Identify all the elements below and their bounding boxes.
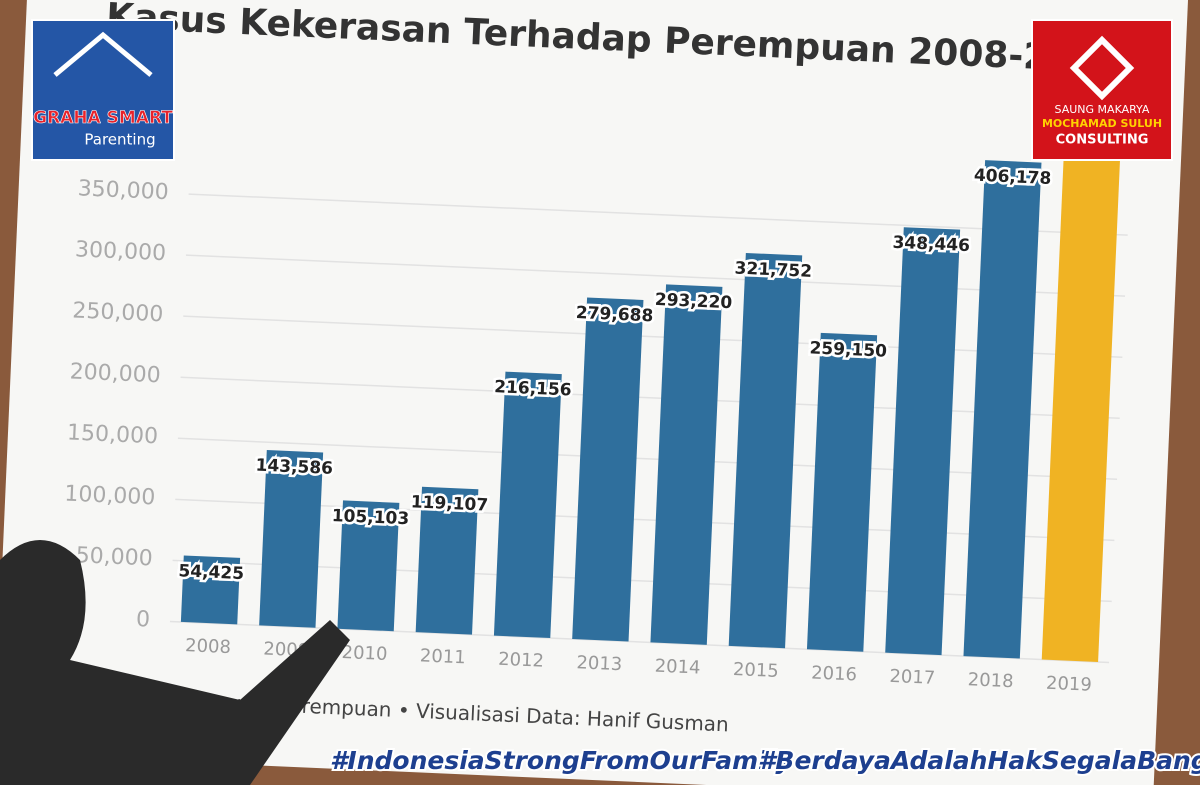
x-tick-label: 2017 — [889, 666, 936, 689]
y-tick-label: 200,000 — [69, 359, 161, 388]
y-tick-label: 0 — [135, 607, 150, 633]
value-label: 279,688 — [575, 303, 653, 326]
x-tick-label: 2018 — [967, 669, 1014, 692]
value-label: 105,103 — [331, 506, 409, 529]
value-label: 348,446 — [892, 233, 970, 256]
grid-line — [183, 315, 1123, 358]
bar — [963, 160, 1042, 659]
bar — [493, 371, 562, 639]
logo-text: SAUNG MAKARYA — [1055, 103, 1150, 116]
x-tick-label: 2014 — [654, 656, 701, 679]
y-tick-label: 100,000 — [64, 482, 156, 511]
bar — [650, 284, 723, 645]
grid-line — [180, 376, 1120, 419]
x-tick-label: 2019 — [1046, 673, 1093, 696]
logo-text: Parenting — [84, 131, 155, 149]
y-tick-label: 350,000 — [77, 176, 169, 205]
logo-box — [31, 19, 175, 161]
grid-line — [175, 498, 1115, 542]
grid-line — [177, 437, 1118, 481]
grid-line — [185, 254, 1126, 297]
logo-right: SAUNG MAKARYA MOCHAMAD SULUH CONSULTING — [1031, 19, 1173, 161]
bar — [806, 332, 878, 652]
hashtag: #IndonesiaStrongFromOurFamily — [330, 746, 793, 775]
y-tick-label: 300,000 — [75, 237, 167, 266]
x-tick-label: 2013 — [576, 652, 623, 675]
bar — [885, 227, 961, 656]
logo-mark — [1069, 35, 1135, 101]
value-label: 119,107 — [410, 492, 488, 515]
y-tick-label: 250,000 — [72, 298, 164, 327]
value-label: 216,156 — [494, 377, 572, 400]
y-tick-label: 150,000 — [67, 420, 159, 449]
value-label: 321,752 — [734, 259, 812, 282]
presenter — [0, 540, 350, 785]
x-tick-label: 2012 — [498, 649, 545, 672]
bar — [572, 297, 644, 642]
x-tick-label: 2011 — [419, 645, 466, 668]
x-tick-label: 2015 — [733, 659, 780, 682]
logo-left: GRAHA SMART Parenting — [31, 19, 175, 161]
value-label: 406,178 — [973, 166, 1051, 189]
bar — [259, 450, 324, 628]
grid-line — [172, 559, 1112, 603]
bar — [180, 555, 241, 625]
x-tick-label: 2008 — [185, 635, 232, 658]
logo-text: MOCHAMAD SULUH — [1042, 117, 1162, 130]
value-label: 293,220 — [654, 290, 732, 313]
bar — [1041, 132, 1122, 662]
grid-line — [188, 193, 1128, 236]
bar — [337, 500, 400, 632]
y-tick-label: 50,000 — [75, 543, 153, 571]
logo-text: GRAHA SMART — [33, 108, 173, 128]
value-label: 259,150 — [809, 338, 887, 361]
logo-text: CONSULTING — [1056, 133, 1149, 148]
x-tick-label: 2010 — [341, 642, 388, 665]
x-tick-label: 2016 — [811, 662, 858, 685]
value-label: 143,586 — [255, 456, 333, 479]
logo-house — [53, 31, 153, 77]
hashtag: #BerdayaAdalahHakSegalaBangsa — [758, 746, 1200, 775]
bar — [415, 486, 479, 635]
bar — [728, 252, 803, 649]
value-label: 54,425 — [178, 561, 244, 584]
